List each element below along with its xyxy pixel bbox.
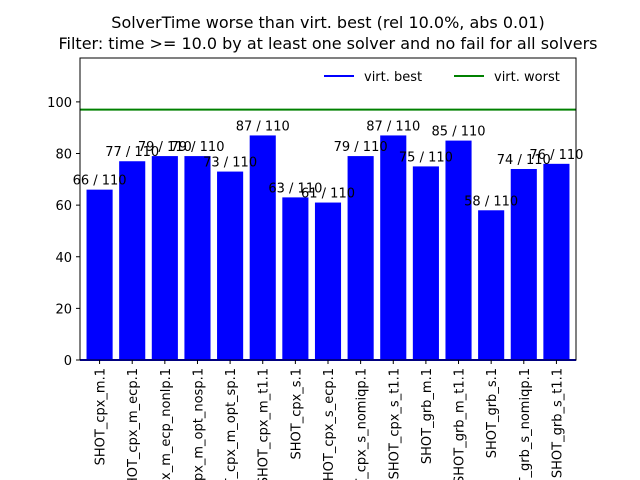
x-tick-label: SHOT_cpx_m_ecp.1 xyxy=(126,368,141,480)
x-tick-label: SHOT_cpx_m_opt_nosp.1 xyxy=(191,368,206,480)
y-tick-label: 60 xyxy=(55,199,72,214)
bar xyxy=(543,163,570,360)
bar xyxy=(445,140,472,360)
bar-value-label: 87 / 110 xyxy=(236,119,290,134)
bar-value-label: 58 / 110 xyxy=(464,194,518,209)
x-tick-label: SHOT_cpx_s_ecp.1 xyxy=(322,368,337,480)
bar-value-label: 74 / 110 xyxy=(497,153,551,168)
x-tick-label: SHOT_cpx_m_ecp_nonlp.1 xyxy=(159,368,174,480)
bar xyxy=(151,156,178,360)
bar xyxy=(314,202,342,360)
bar-value-label: 66 / 110 xyxy=(73,174,127,189)
bar xyxy=(217,171,244,360)
bars-group xyxy=(86,135,570,360)
bar-value-label: 73 / 110 xyxy=(203,156,257,171)
y-axis: 0 20 40 60 80 100 xyxy=(47,96,80,369)
chart-title-line-1: SolverTime worse than virt. best (rel 10… xyxy=(111,13,544,32)
y-tick-label: 80 xyxy=(55,148,72,163)
x-tick-label: SHOT_cpx_s_nomiqp.1 xyxy=(355,368,370,480)
bar-value-label: 79 / 110 xyxy=(334,140,388,155)
bar-value-label: 85 / 110 xyxy=(432,125,486,140)
bar xyxy=(119,161,146,360)
bar xyxy=(412,166,439,360)
legend-label: virt. best xyxy=(364,70,422,85)
x-tick-label: SHOT_cpx_s_t1.1 xyxy=(387,368,402,479)
x-axis: SHOT_cpx_m.1 SHOT_cpx_m_ecp.1 SHOT_cpx_m_e… xyxy=(94,360,565,480)
bar-value-label: 87 / 110 xyxy=(366,119,420,134)
bar xyxy=(249,135,276,360)
chart-title: SolverTime worse than virt. best (rel 10… xyxy=(58,13,597,53)
y-tick-label: 20 xyxy=(55,302,72,317)
chart-title-line-2: Filter: time >= 10.0 by at least one sol… xyxy=(58,34,597,53)
x-tick-label: SHOT_cpx_m_opt_sp.1 xyxy=(224,368,239,480)
bar-value-label: 76 / 110 xyxy=(529,148,583,163)
x-tick-label: SHOT_grb_s.1 xyxy=(485,368,500,458)
bar xyxy=(282,197,309,360)
bar-value-label: 79 / 110 xyxy=(138,140,192,155)
bar-value-label: 79 / 110 xyxy=(170,140,224,155)
bar-value-label: 77 / 110 xyxy=(105,145,159,160)
y-tick-label: 0 xyxy=(64,354,72,369)
bar xyxy=(478,210,505,360)
x-tick-label: SHOT_cpx_m_t1.1 xyxy=(257,368,272,480)
bar-value-label: 75 / 110 xyxy=(399,150,453,165)
x-tick-label: SHOT_cpx_s.1 xyxy=(289,368,304,459)
bar xyxy=(380,135,407,360)
x-tick-label: SHOT_grb_s_nomiqp.1 xyxy=(518,368,533,480)
bar-value-label: 63 / 110 xyxy=(268,181,322,196)
bar xyxy=(184,156,211,360)
bar xyxy=(347,156,374,360)
x-tick-label: SHOT_cpx_m.1 xyxy=(94,368,109,465)
bar xyxy=(510,168,537,360)
bar-value-label: 61 / 110 xyxy=(301,187,355,202)
x-tick-label: SHOT_grb_m.1 xyxy=(420,368,435,464)
y-tick-label: 40 xyxy=(55,251,72,266)
bar xyxy=(86,189,113,360)
legend-label: virt. worst xyxy=(494,70,560,85)
x-tick-label: SHOT_grb_s_t1.1 xyxy=(550,368,565,478)
x-tick-label: SHOT_grb_m_t1.1 xyxy=(453,368,468,480)
y-tick-label: 100 xyxy=(47,96,72,111)
legend: virt. best virt. worst xyxy=(324,70,560,85)
